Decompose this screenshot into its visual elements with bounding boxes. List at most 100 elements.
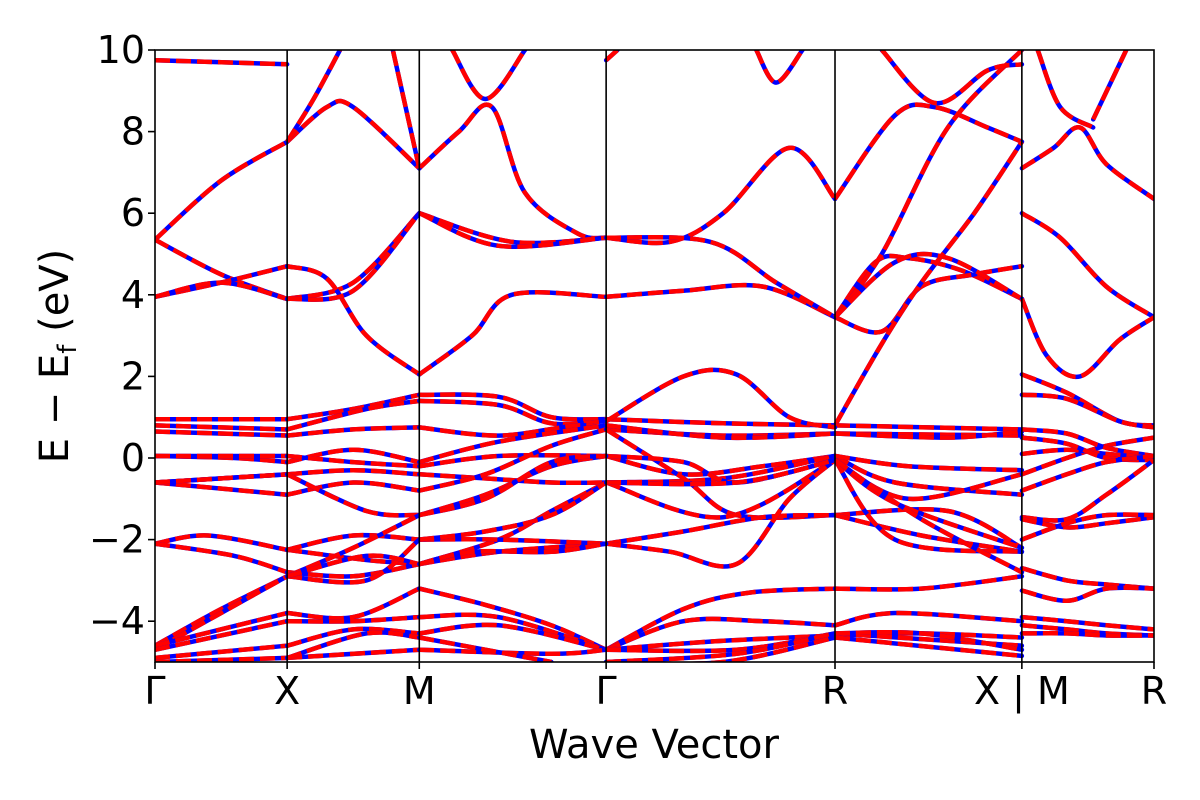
band-line-red-dashed (605, 423, 836, 441)
band-line-red-dashed (286, 472, 420, 518)
band-line-red-dashed (834, 453, 1023, 497)
band-line-red-dashed (834, 429, 1023, 440)
bands-layer (155, 50, 1154, 662)
band-line-blue (1035, 50, 1096, 130)
band-line-blue (284, 553, 422, 579)
band-line-red-dashed (833, 251, 1023, 319)
band-line-blue (417, 622, 609, 653)
band-line-red-dashed (286, 561, 420, 579)
band-line-red-dashed (833, 458, 1023, 575)
x-tick-label: Γ (144, 669, 165, 713)
x-tick-label: M (403, 669, 436, 713)
band-line-red-dashed (606, 631, 836, 654)
y-tick-label: −2 (89, 518, 145, 562)
y-tick-label: 6 (121, 191, 145, 235)
band-line-red-dashed (1021, 585, 1154, 604)
band-line-red-dashed (834, 635, 1023, 659)
band-line-blue (417, 290, 609, 377)
band-line-red-dashed (286, 453, 420, 469)
y-axis-label-main: E − E (32, 354, 78, 464)
band-line-blue (284, 210, 422, 302)
band-line-red-dashed (419, 647, 607, 657)
band-line-red-dashed (155, 139, 289, 242)
band-line-red-dashed (155, 423, 288, 432)
y-tick-label: 4 (121, 273, 145, 317)
y-tick-label: 2 (121, 354, 145, 398)
band-line-red-dashed (1021, 514, 1154, 530)
band-line-red-dashed (834, 453, 1022, 473)
band-line-red-dashed (754, 50, 805, 85)
band-line-red-dashed (155, 280, 288, 302)
band-line-red-dashed (1021, 566, 1154, 591)
band-line-red-dashed (833, 458, 1023, 555)
band-line-red-dashed (1019, 298, 1154, 380)
band-line-red-dashed (1020, 125, 1154, 201)
high-symmetry-lines (286, 50, 1023, 662)
x-tick-label: R (822, 669, 848, 713)
band-line-red-dashed (606, 457, 836, 487)
band-line-blue (284, 210, 422, 302)
band-line-red-dashed (155, 643, 288, 661)
band-line-red-dashed (418, 453, 607, 518)
band-line-red-dashed (286, 425, 420, 438)
band-line-red-dashed (1021, 512, 1154, 542)
band-line-red-dashed (604, 367, 836, 430)
band-line-red-dashed (834, 574, 1023, 592)
band-line-red-dashed (605, 145, 837, 246)
band-line-red-dashed (155, 480, 288, 497)
band-line-red-dashed (155, 429, 288, 438)
band-line-red-dashed (155, 533, 288, 553)
band-line-red-dashed (285, 50, 342, 143)
band-line-red-dashed (286, 586, 421, 621)
band-line-red-dashed (833, 140, 1024, 427)
band-line-red-dashed (418, 427, 607, 493)
band-line-red-dashed (1021, 427, 1154, 459)
band-line-red-dashed (286, 447, 420, 465)
band-line-red-dashed (417, 290, 607, 377)
y-tick-label: 8 (121, 110, 145, 154)
band-line-red-dashed (605, 512, 836, 546)
y-tick-label: −4 (89, 599, 145, 643)
band-line-red-dashed (286, 467, 420, 477)
band-line-red-dashed (606, 234, 837, 320)
band-line-red-dashed (286, 537, 421, 585)
band-line-blue (417, 423, 609, 465)
band-line-red-dashed (418, 211, 607, 249)
band-line-red-dashed (419, 398, 607, 427)
band-line-blue (155, 139, 290, 242)
band-line-red-dashed (1021, 458, 1154, 523)
band-line-red-dashed (605, 631, 836, 662)
band-line-red-dashed (833, 102, 1023, 201)
band-line-red-dashed (1021, 631, 1154, 638)
band-line-blue (603, 635, 838, 662)
band-line-red-dashed (155, 574, 289, 652)
band-line-red-dashed (287, 614, 420, 624)
band-line-blue (1019, 392, 1154, 430)
band-line-blue (284, 398, 422, 432)
y-tick-label: 10 (97, 28, 145, 72)
band-line-red-dashed (418, 541, 607, 567)
band-line-blue (603, 145, 838, 246)
y-axis-label: E − Ef (eV) (32, 249, 83, 464)
band-line-red-dashed (834, 512, 1023, 555)
band-line-red-dashed (418, 635, 552, 662)
plot-frame (154, 49, 1155, 663)
band-line-red-dashed (417, 102, 607, 241)
band-line-red-dashed (286, 626, 420, 648)
band-line-red-dashed (1020, 211, 1154, 320)
x-axis: Γ X M Γ R X | M R (144, 662, 1167, 714)
band-line-red-dashed (286, 211, 421, 302)
y-tick-label: 0 (121, 436, 145, 480)
band-line-blue (284, 630, 422, 661)
band-line-red-dashed (286, 513, 421, 579)
band-line-blue (284, 586, 422, 621)
band-line-red-dashed (1091, 50, 1129, 121)
band-line-red-dashed (605, 282, 836, 320)
band-line-red-dashed (286, 264, 421, 377)
band-line-red-dashed (155, 619, 288, 652)
band-line-red-dashed (155, 472, 288, 485)
band-line-red-dashed (286, 392, 420, 422)
band-line-red-dashed (1021, 372, 1154, 428)
band-line-red-dashed (287, 647, 420, 661)
